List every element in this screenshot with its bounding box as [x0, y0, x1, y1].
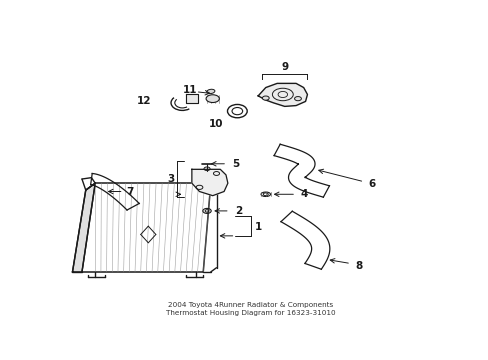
Polygon shape [191, 169, 227, 195]
Text: 1: 1 [255, 222, 262, 232]
Polygon shape [72, 183, 95, 272]
Text: 8: 8 [355, 261, 362, 270]
Text: 2: 2 [234, 206, 242, 216]
Text: 10: 10 [209, 118, 224, 129]
Text: 6: 6 [368, 179, 375, 189]
Text: 11: 11 [183, 85, 197, 95]
Ellipse shape [205, 95, 219, 103]
Text: 9: 9 [281, 62, 288, 72]
Ellipse shape [294, 96, 301, 101]
Ellipse shape [206, 89, 214, 94]
Text: 4: 4 [300, 189, 307, 199]
Text: 5: 5 [232, 159, 239, 169]
Text: 3: 3 [167, 174, 174, 184]
Text: 12: 12 [137, 96, 151, 105]
Text: 7: 7 [126, 186, 134, 197]
Polygon shape [186, 94, 197, 103]
Ellipse shape [262, 96, 268, 100]
Text: 2004 Toyota 4Runner Radiator & Components: 2004 Toyota 4Runner Radiator & Component… [168, 302, 332, 308]
Polygon shape [258, 84, 307, 107]
Text: Thermostat Housing Diagram for 16323-31010: Thermostat Housing Diagram for 16323-310… [165, 310, 335, 316]
